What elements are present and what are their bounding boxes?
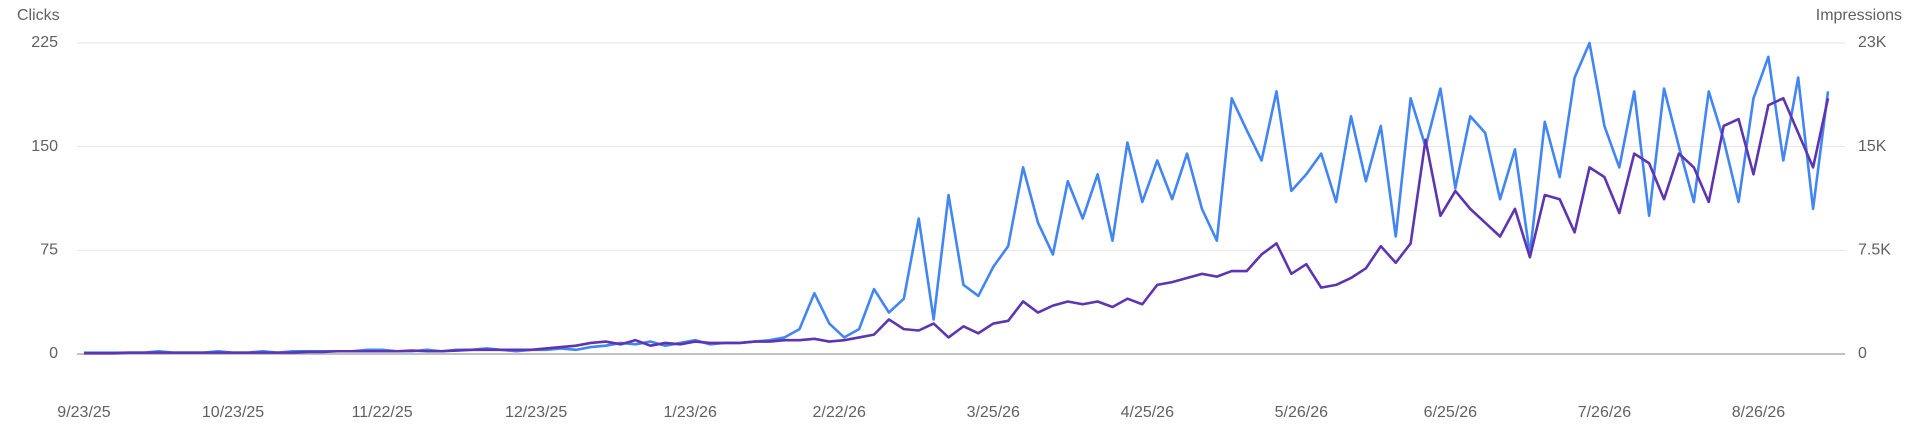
y-tick-label: 150 [31, 138, 58, 155]
x-tick-label: 2/22/26 [813, 404, 866, 421]
y2-axis-title: Impressions [1816, 7, 1902, 24]
x-tick-label: 12/23/25 [505, 404, 567, 421]
y2-tick-label: 7.5K [1858, 242, 1891, 259]
x-tick-label: 5/26/26 [1275, 404, 1328, 421]
y-tick-label: 0 [49, 345, 58, 362]
x-tick-label: 1/23/26 [663, 404, 716, 421]
y-tick-label: 75 [40, 242, 58, 259]
x-tick-label: 7/26/26 [1578, 404, 1631, 421]
series-line [84, 96, 1830, 355]
x-tick-label: 3/25/26 [967, 404, 1020, 421]
x-tick-label: 8/26/26 [1732, 404, 1785, 421]
x-tick-label: 11/22/25 [352, 404, 413, 421]
x-tick-label: 9/23/25 [57, 404, 110, 421]
y-tick-label: 225 [31, 34, 58, 51]
x-tick-label: 6/25/26 [1424, 404, 1477, 421]
y2-tick-label: 15K [1858, 138, 1887, 155]
x-tick-label: 10/23/25 [202, 404, 264, 421]
series-line [84, 41, 1830, 354]
x-tick-label: 4/25/26 [1121, 404, 1174, 421]
y2-tick-label: 0 [1858, 345, 1867, 362]
y-axis-title: Clicks [17, 7, 60, 24]
y2-tick-label: 23K [1858, 34, 1887, 51]
